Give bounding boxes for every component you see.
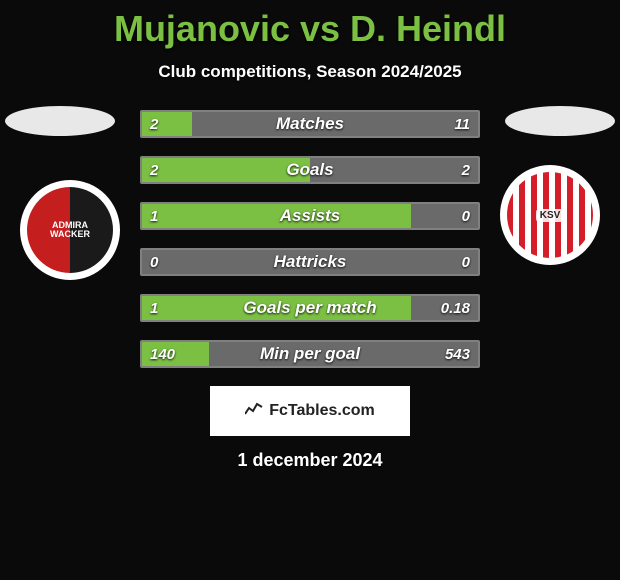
stat-value-right: 0.18 <box>441 300 470 317</box>
ksv-crest: KSV <box>507 172 593 258</box>
ellipse-shadow-left <box>5 106 115 136</box>
stat-value-left: 2 <box>150 162 158 179</box>
footer-attribution: FcTables.com <box>210 386 410 436</box>
stat-value-right: 0 <box>462 254 470 271</box>
date-label: 1 december 2024 <box>0 450 620 471</box>
admira-wacker-crest: ADMIRA WACKER <box>27 187 113 273</box>
stat-row: 1 0.18 Goals per match <box>140 294 480 322</box>
badge-left-text-bottom: WACKER <box>50 229 90 239</box>
stat-value-right: 0 <box>462 208 470 225</box>
bar-fill-left <box>142 158 310 182</box>
stat-value-left: 140 <box>150 346 175 363</box>
stat-label: Min per goal <box>260 344 360 364</box>
stat-row: 1 0 Assists <box>140 202 480 230</box>
stat-label: Matches <box>276 114 344 134</box>
footer-brand: FcTables.com <box>269 402 375 420</box>
team-badge-right: KSV <box>500 165 600 265</box>
bar-fill-left <box>142 204 411 228</box>
stat-label: Goals per match <box>243 298 376 318</box>
badge-right-text: KSV <box>536 209 565 222</box>
stat-value-right: 2 <box>462 162 470 179</box>
stat-row: 0 0 Hattricks <box>140 248 480 276</box>
stat-row: 140 543 Min per goal <box>140 340 480 368</box>
stat-value-left: 2 <box>150 116 158 133</box>
stat-value-right: 11 <box>454 116 470 133</box>
stat-row: 2 11 Matches <box>140 110 480 138</box>
team-badge-left: ADMIRA WACKER <box>20 180 120 280</box>
stat-value-left: 1 <box>150 208 158 225</box>
stat-label: Goals <box>286 160 333 180</box>
chart-icon <box>245 402 263 421</box>
stat-row: 2 2 Goals <box>140 156 480 184</box>
stat-value-left: 0 <box>150 254 158 271</box>
stat-label: Hattricks <box>274 252 347 272</box>
stat-bars: 2 11 Matches 2 2 Goals 1 0 Assists 0 0 Hattricks 1 0.… <box>140 110 480 368</box>
stat-value-right: 543 <box>445 346 470 363</box>
subtitle: Club competitions, Season 2024/2025 <box>0 62 620 82</box>
stat-value-left: 1 <box>150 300 158 317</box>
page-title: Mujanovic vs D. Heindl <box>0 0 620 50</box>
stat-label: Assists <box>280 206 340 226</box>
ellipse-shadow-right <box>505 106 615 136</box>
comparison-chart: ADMIRA WACKER KSV 2 11 Matches 2 2 Goals 1 0 Ass… <box>0 110 620 471</box>
